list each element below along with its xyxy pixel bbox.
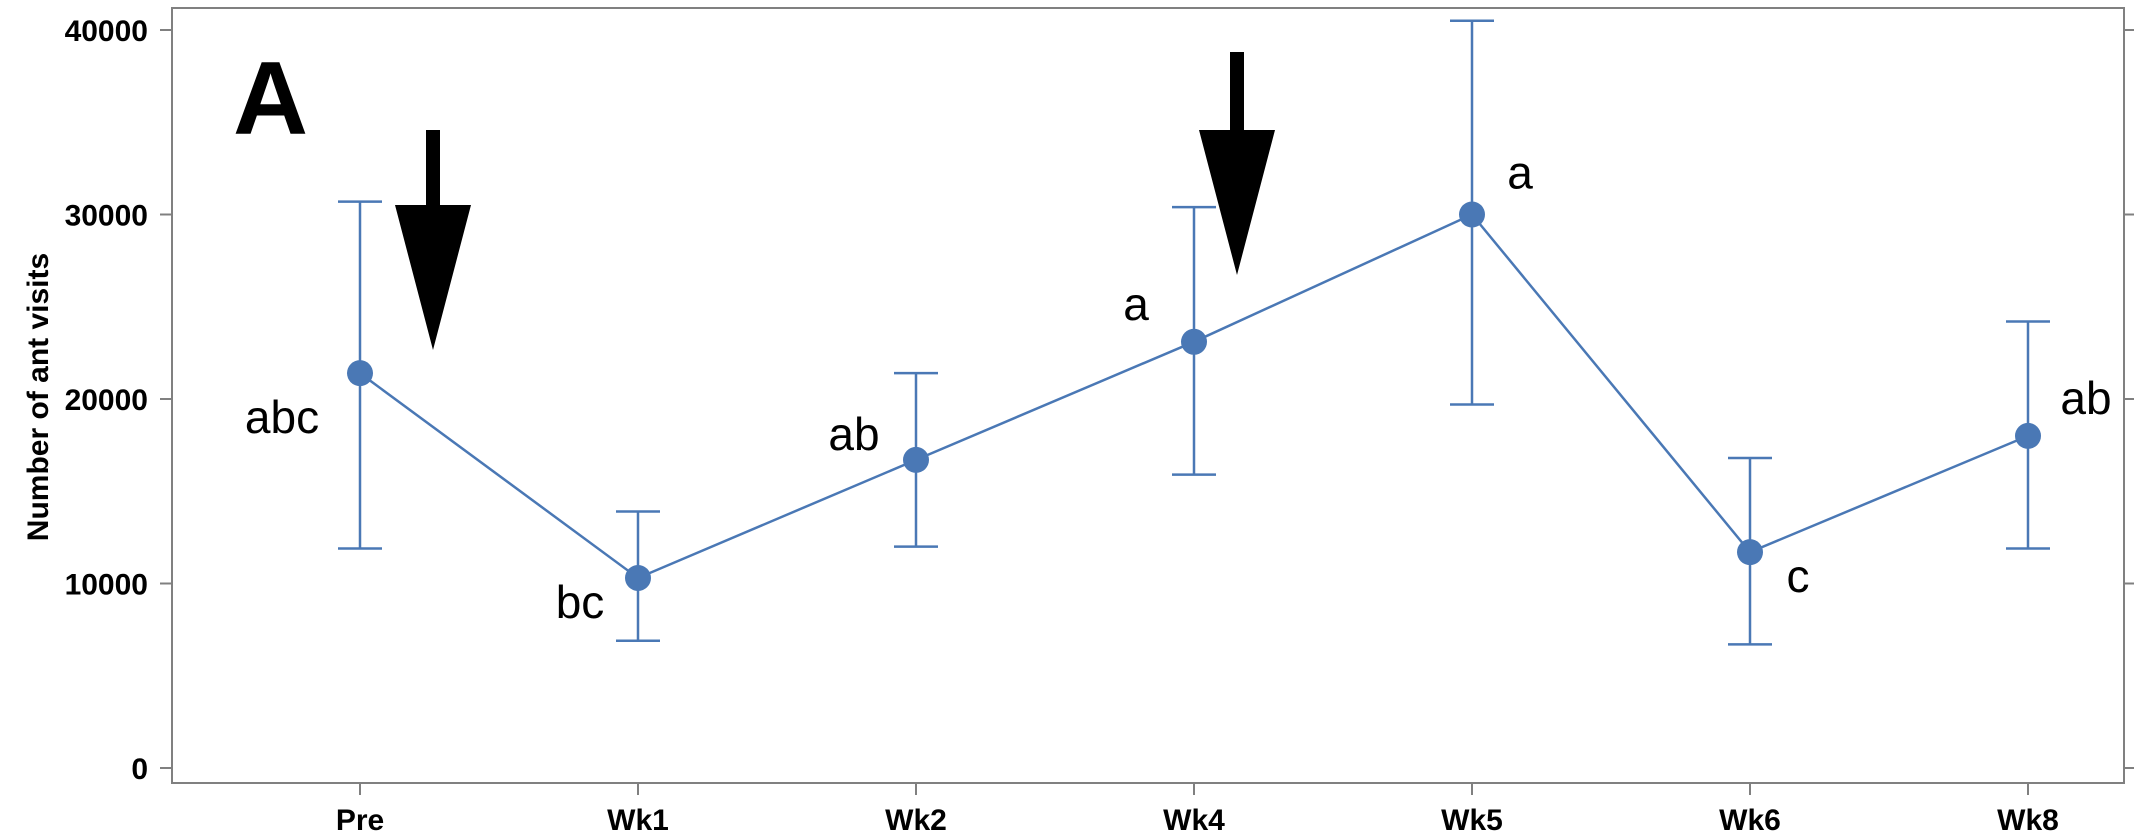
significance-letters: abc bc ab a a c ab [245, 147, 2112, 628]
x-tick-label: Wk6 [1719, 804, 1781, 837]
y-axis-title: Number of ant visits [22, 253, 55, 541]
arrow-marker [395, 130, 471, 350]
x-tick-label: Wk5 [1441, 804, 1503, 837]
y-tick-label: 40000 [65, 15, 148, 48]
x-tick-label: Wk4 [1163, 804, 1225, 837]
treatment-arrows [395, 52, 1275, 350]
x-tick-label: Wk2 [885, 804, 947, 837]
significance-letter: ab [2060, 372, 2111, 424]
y-tick-label: 30000 [65, 200, 148, 233]
data-point [347, 360, 373, 387]
data-point [1181, 328, 1207, 355]
significance-letter: ab [828, 408, 879, 460]
x-axis: Pre Wk1 Wk2 Wk4 Wk5 Wk6 Wk8 [336, 783, 2059, 837]
x-tick-label: Wk8 [1997, 804, 2059, 837]
x-tick-label: Pre [336, 804, 384, 837]
significance-letter: a [1123, 278, 1149, 330]
data-point [1737, 539, 1763, 566]
significance-letter: c [1787, 550, 1810, 602]
panel-label: A [233, 41, 308, 157]
y-tick-label: 10000 [65, 569, 148, 602]
y-tick-label: 20000 [65, 384, 148, 417]
data-point [1459, 201, 1485, 228]
plot-frame [171, 7, 2125, 784]
x-tick-label: Wk1 [607, 804, 669, 837]
significance-letter: bc [556, 576, 605, 628]
data-point [903, 446, 929, 473]
significance-letter: abc [245, 391, 319, 443]
data-point [2015, 422, 2041, 449]
data-point [625, 564, 651, 591]
series-group [338, 19, 2050, 646]
y-axis: 0 10000 20000 30000 40000 [65, 15, 2134, 786]
y-tick-label: 0 [131, 753, 148, 786]
arrow-marker [1199, 52, 1275, 275]
significance-letter: a [1507, 147, 1533, 199]
